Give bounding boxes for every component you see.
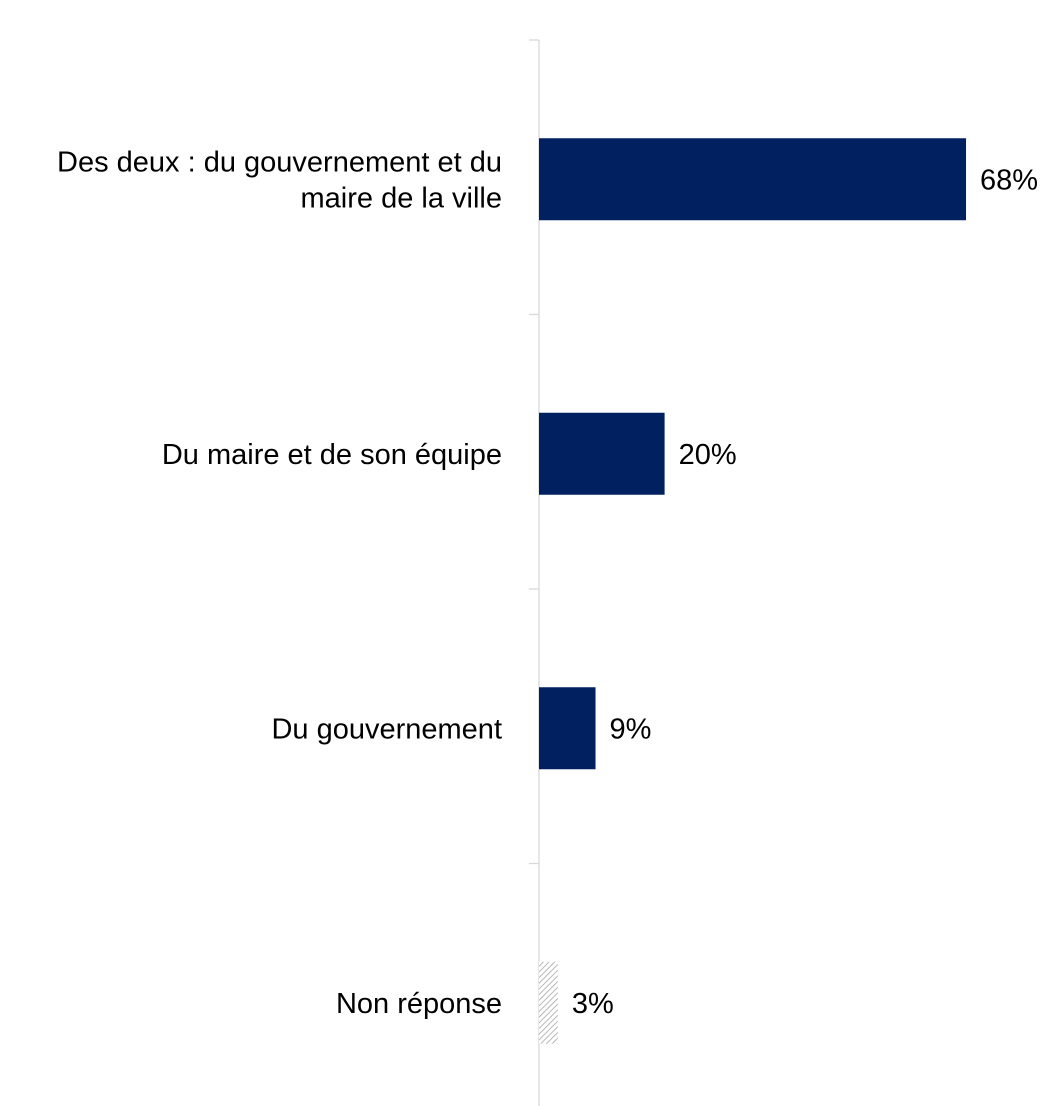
value-label: 9% — [610, 713, 652, 745]
labels-layer: 68% Des deux : du gouvernement et du maire… — [57, 146, 1038, 1020]
category-label-line: Du maire et de son équipe — [162, 439, 502, 471]
category-label: Des deux : du gouvernement et du maire de… — [57, 146, 502, 214]
category-label-line: Du gouvernement — [271, 713, 502, 745]
axis-layer — [529, 39, 540, 1106]
value-label: 68% — [980, 164, 1038, 196]
category-label: Du gouvernement — [271, 713, 502, 745]
bar — [539, 687, 596, 770]
category-label-line: Des deux : du gouvernement et du — [57, 146, 502, 178]
value-label: 3% — [572, 988, 614, 1020]
bar — [539, 138, 967, 221]
value-label: 20% — [679, 439, 737, 471]
bars-layer — [539, 138, 967, 1044]
category-label: Du maire et de son équipe — [162, 439, 502, 471]
bar — [539, 961, 558, 1044]
category-label-line: Non réponse — [336, 988, 502, 1020]
category-label-line: maire de la ville — [301, 182, 502, 214]
bar — [539, 412, 665, 495]
category-label: Non réponse — [336, 988, 502, 1020]
